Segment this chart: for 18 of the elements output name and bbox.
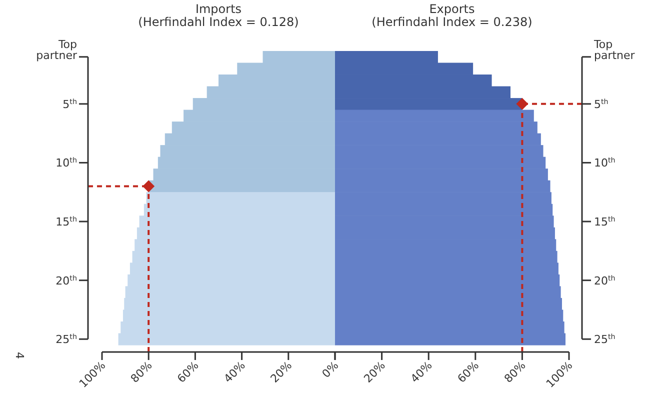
chart-subtitle: (Herfindahl Index = 0.128) [138,15,299,29]
text: 4 [13,352,26,359]
y-tick-label: 15$^{th}$ [594,214,616,229]
y-tick-label: Top partner [36,38,78,62]
y-tick-label: 25$^{th}$ [56,332,77,346]
chart-subtitle: (Herfindahl Index = 0.238) [372,15,532,29]
y-tick-label: 25$^{th}$ [594,332,616,346]
y-tick-label: 10$^{th}$ [594,155,616,170]
y-tick-label: 5$^{th}$ [594,96,608,111]
y-tick-label: Top partner [593,38,636,62]
chart-title: Exports [429,2,475,16]
y-tick-label: 20$^{th}$ [594,272,616,288]
y-tick-label: 15$^{th}$ [56,214,77,229]
chart-title: Imports [195,2,242,16]
y-tick-label: 20$^{th}$ [56,272,77,288]
y-tick-label: 10$^{th}$ [56,155,77,170]
x-tick-label: 0% [320,358,342,380]
y-tick-label: 5$^{th}$ [62,96,77,111]
